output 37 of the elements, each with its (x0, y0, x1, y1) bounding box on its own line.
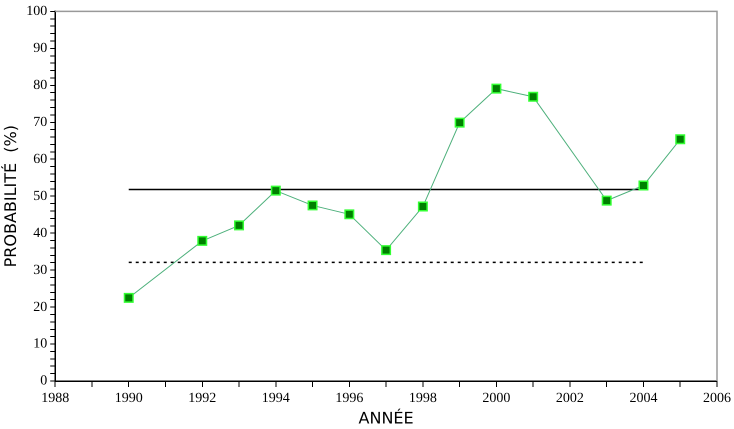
point (344, 209, 354, 220)
point (638, 180, 648, 190)
y-tick-label: 70 (33, 114, 48, 130)
y-axis-title: PROBABILITÉ (%) (0, 125, 20, 268)
x-tick-label: 2002 (556, 391, 584, 406)
point (454, 118, 465, 128)
x-tick-label: 2000 (482, 391, 510, 406)
x-tick-label: 1990 (114, 391, 143, 406)
point (528, 92, 538, 102)
x-tick-label: 2004 (629, 391, 658, 406)
point (270, 186, 281, 196)
x-tick-label: 1988 (41, 391, 70, 406)
y-tick-label: 20 (33, 300, 48, 315)
x-tick-label: 1996 (335, 391, 364, 406)
y-tick-label: 90 (33, 41, 48, 56)
point (418, 202, 428, 212)
y-tick-label: 80 (33, 78, 48, 93)
x-tick-label: 1992 (188, 391, 216, 406)
point (381, 245, 392, 256)
y-tick-label: 40 (33, 226, 48, 241)
y-tick-label: 100 (26, 4, 48, 20)
y-tick-label: 30 (33, 262, 48, 278)
y-tick-label: 0 (40, 374, 48, 389)
point (124, 292, 134, 303)
point (197, 236, 208, 246)
x-axis-title: ANNÉE (358, 408, 414, 428)
y-tick-label: 60 (33, 152, 48, 167)
x-tick-label: 1994 (262, 391, 290, 406)
y-tick-label: 10 (33, 336, 48, 352)
x-tick-label: 2006 (703, 391, 731, 406)
point (675, 134, 686, 144)
point (308, 200, 318, 210)
point (234, 220, 244, 230)
point (602, 196, 612, 206)
y-tick-label: 50 (33, 188, 48, 204)
x-tick-label: 1998 (408, 391, 437, 406)
point (491, 84, 502, 94)
